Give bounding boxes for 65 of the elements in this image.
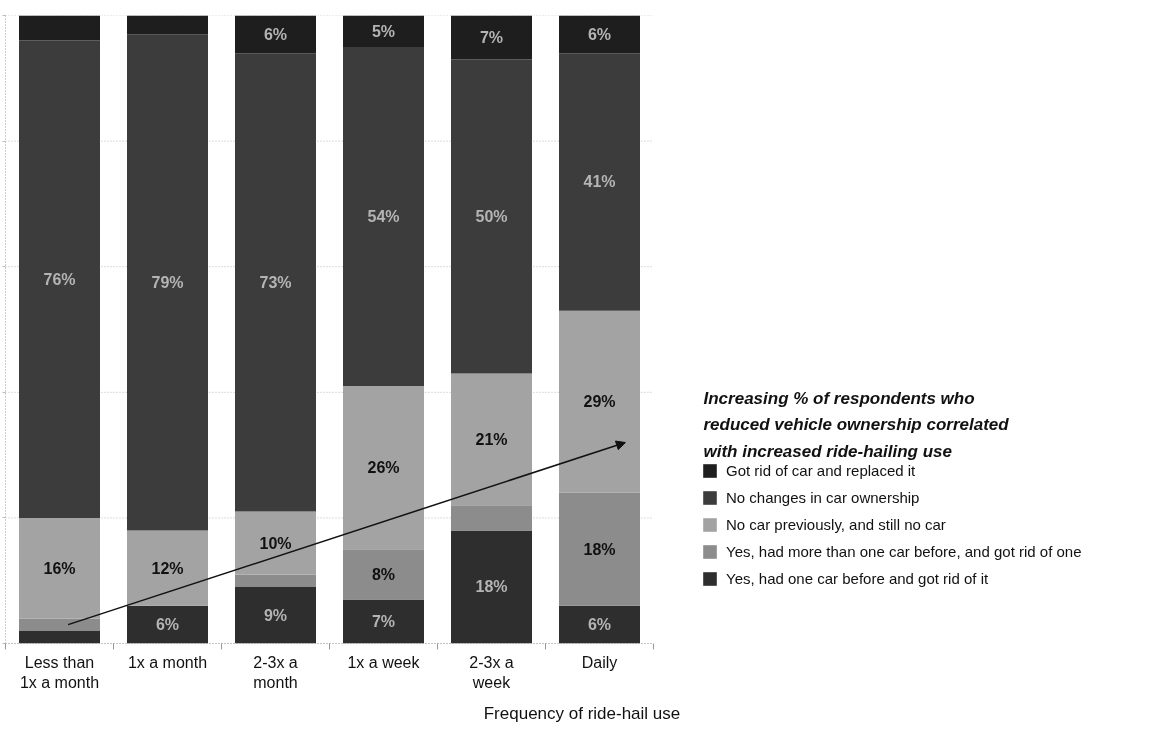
- bar: [127, 34, 208, 531]
- bar: [451, 59, 532, 374]
- bar: [235, 15, 316, 54]
- bar: [559, 605, 640, 644]
- bar: [559, 53, 640, 311]
- bar: [127, 605, 208, 644]
- x-tick-label: Less than 1x a month: [19, 653, 100, 691]
- data-label: 76%: [43, 270, 76, 288]
- bar: [559, 310, 640, 493]
- data-label: 18%: [583, 540, 616, 558]
- bar: [343, 15, 424, 47]
- bar: [343, 386, 424, 550]
- bar: [559, 492, 640, 606]
- data-label: 29%: [583, 393, 616, 411]
- data-label: 26%: [367, 459, 400, 477]
- data-label: 5%: [371, 22, 396, 40]
- bar: [235, 586, 316, 644]
- bar: [451, 505, 532, 531]
- x-tick-label: 1x a week: [347, 653, 421, 671]
- bar: [19, 40, 100, 518]
- bar: [451, 530, 532, 644]
- data-label: 16%: [43, 559, 76, 577]
- bar: [235, 574, 316, 587]
- data-label: 6%: [155, 616, 180, 634]
- bar: [19, 15, 100, 41]
- legend-label: Yes, had more than one car before, and got rid of one: [726, 543, 1082, 560]
- bar: [559, 15, 640, 54]
- x-tick-label: 2-3x a month: [253, 653, 298, 691]
- data-label: 8%: [371, 565, 396, 583]
- data-label: 18%: [475, 578, 508, 596]
- bar: [19, 618, 100, 631]
- data-label: 6%: [587, 25, 612, 43]
- data-label: 9%: [263, 606, 288, 624]
- legend-label: No car previously, and still no car: [726, 516, 946, 533]
- data-label: 79%: [151, 273, 184, 291]
- bar: [127, 15, 208, 35]
- bar: [343, 46, 424, 387]
- data-label: 10%: [259, 534, 292, 552]
- legend-label: Yes, had one car before and got rid of it: [726, 570, 989, 587]
- bar: [343, 599, 424, 644]
- legend-label: No changes in car ownership: [726, 489, 920, 506]
- x-tick-label: Daily: [581, 653, 618, 671]
- bar: [235, 511, 316, 575]
- data-label: 50%: [475, 207, 508, 225]
- data-label: 6%: [587, 616, 612, 634]
- data-label: 6%: [263, 25, 288, 43]
- bar: [451, 373, 532, 506]
- data-label: 12%: [151, 559, 184, 577]
- x-axis-title: Frequency of ride-hail use: [483, 703, 681, 723]
- text: Increasing % of respondents who reduced vehicle ownership correlated with increased ride-hailing use: [703, 388, 1010, 461]
- bar: [19, 630, 100, 644]
- bar: [19, 517, 100, 619]
- data-label: 54%: [367, 207, 400, 225]
- data-label: 21%: [475, 430, 508, 448]
- data-label: 73%: [259, 273, 292, 291]
- bar: [127, 530, 208, 606]
- bar: [235, 53, 316, 512]
- data-label: 7%: [371, 613, 396, 631]
- bar: [451, 15, 532, 60]
- legend-label: Got rid of car and replaced it: [726, 462, 916, 479]
- data-label: 41%: [583, 173, 616, 191]
- x-tick-label: 1x a month: [127, 653, 208, 671]
- data-label: 7%: [479, 28, 504, 46]
- x-tick-label: 2-3x a week: [469, 653, 514, 691]
- bar: [343, 549, 424, 600]
